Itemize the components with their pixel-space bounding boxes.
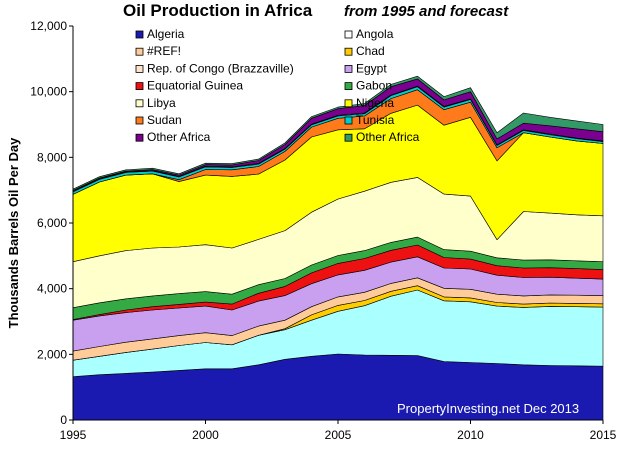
- legend-label: Rep. of Congo (Brazzaville): [147, 61, 294, 75]
- x-tick-label: 2015: [590, 428, 617, 442]
- x-tick-label: 2000: [192, 428, 219, 442]
- legend-swatch: [135, 82, 144, 90]
- legend-label: Chad: [356, 44, 385, 58]
- tick-labels: 0 2,000 4,000 6,000 8,000 10,000 12,000 1995 200…: [30, 19, 616, 442]
- legend-swatch: [344, 133, 353, 142]
- y-axis-label: Thousands Barrels Oil Per Day: [6, 137, 21, 329]
- axes: [69, 25, 604, 424]
- legend-swatch: [344, 65, 353, 73]
- watermark: PropertyInvesting.net Dec 2013: [397, 401, 579, 416]
- y-tick-label: 0: [60, 413, 67, 427]
- stacked-areas: [72, 75, 604, 421]
- legend-swatch: [344, 116, 353, 125]
- area-series-14: [72, 75, 604, 191]
- y-tick-label: 12,000: [30, 19, 67, 33]
- y-tick-label: 6,000: [37, 216, 67, 230]
- legend-swatch: [344, 99, 353, 108]
- legend-swatch: [135, 133, 144, 142]
- legend-label: Angola: [356, 27, 394, 41]
- legend-label: #REF!: [147, 44, 181, 58]
- legend-swatch: [344, 30, 353, 39]
- legend-swatch: [135, 30, 144, 39]
- chart-title: Oil Production in Africa: [123, 1, 313, 20]
- legend-swatch: [135, 65, 144, 73]
- y-tick-label: 2,000: [37, 347, 67, 361]
- legend-label: Sudan: [147, 113, 182, 127]
- legend-label: Other Africa: [356, 130, 420, 144]
- legend-swatch: [344, 47, 353, 56]
- x-tick-label: 2010: [457, 428, 484, 442]
- x-tick-label: 1995: [60, 428, 87, 442]
- legend-label: Libya: [147, 96, 176, 110]
- legend-label: Equatorial Guinea: [147, 79, 243, 93]
- x-tick-label: 2005: [325, 428, 352, 442]
- legend-swatch: [135, 99, 144, 108]
- legend-label: Gabon: [356, 79, 392, 93]
- legend-label: Nigeria: [356, 96, 394, 110]
- legend-label: Algeria: [147, 27, 185, 41]
- y-tick-label: 4,000: [37, 282, 67, 296]
- legend-label: Tunisia: [356, 113, 395, 127]
- legend-label: Egypt: [356, 61, 387, 75]
- legend: Algeria Angola #REF! Chad Rep. of Congo (Bra…: [135, 27, 420, 144]
- legend-swatch: [344, 82, 353, 90]
- legend-swatch: [135, 47, 144, 56]
- legend-swatch: [135, 116, 144, 125]
- y-tick-label: 10,000: [30, 85, 67, 99]
- y-tick-label: 8,000: [37, 150, 67, 164]
- chart-subtitle: from 1995 and forecast: [344, 3, 509, 20]
- legend-label: Other Africa: [147, 130, 211, 144]
